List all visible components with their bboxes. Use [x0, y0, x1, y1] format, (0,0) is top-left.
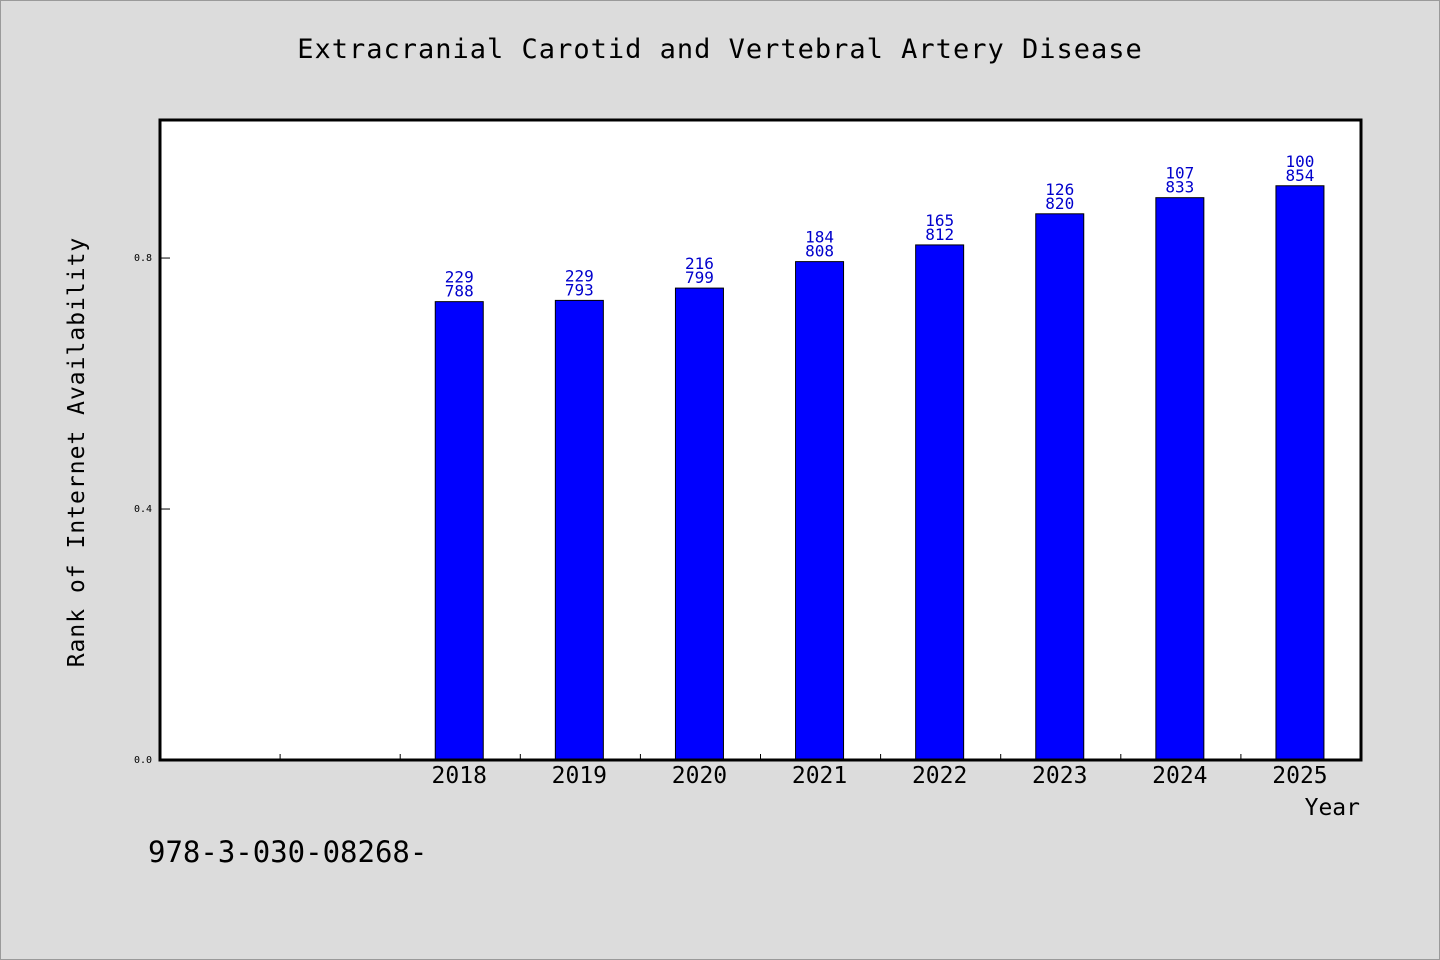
data-label-top: 184 — [805, 228, 834, 247]
data-label-top: 229 — [445, 268, 474, 287]
bar-2021 — [795, 261, 845, 761]
data-label-top: 126 — [1045, 180, 1074, 199]
y-tick-label: 0.0 — [134, 755, 152, 766]
data-label-bottom: 833 — [1165, 178, 1194, 197]
x-tick-label: 2019 — [552, 763, 607, 789]
y-tick-label: 0.8 — [134, 253, 152, 264]
bar-2024 — [1155, 197, 1205, 761]
footer-code: 978-3-030-08268- — [148, 835, 428, 869]
data-label-bottom: 808 — [805, 242, 834, 261]
plot-border — [158, 118, 1363, 762]
data-label-top: 216 — [685, 254, 714, 273]
bar-2023 — [1035, 213, 1085, 761]
data-label-bottom: 793 — [565, 280, 594, 299]
x-axis-label: Year — [1304, 795, 1360, 821]
bar-2022 — [915, 244, 965, 761]
chart-title: Extracranial Carotid and Vertebral Arter… — [297, 34, 1143, 65]
data-label-bottom: 812 — [925, 225, 954, 244]
data-label-bottom: 854 — [1285, 166, 1314, 185]
x-tick-label: 2025 — [1272, 763, 1327, 789]
x-tick-label: 2022 — [912, 763, 967, 789]
x-tick-label: 2020 — [672, 763, 727, 789]
data-label-top: 165 — [925, 211, 954, 230]
x-tick-label: 2021 — [792, 763, 847, 789]
bar-2018 — [434, 301, 484, 761]
bar-2025 — [1275, 185, 1325, 761]
x-tick-label: 2023 — [1032, 763, 1087, 789]
x-tick-label: 2024 — [1152, 763, 1207, 789]
data-label-bottom: 799 — [685, 268, 714, 287]
bar-2019 — [554, 299, 604, 761]
data-label-top: 107 — [1165, 164, 1194, 183]
x-tick-label: 2018 — [432, 763, 487, 789]
y-tick-label: 0.4 — [134, 504, 152, 515]
data-label-top: 229 — [565, 266, 594, 285]
bar-2020 — [674, 287, 724, 761]
data-label-bottom: 820 — [1045, 194, 1074, 213]
data-label-top: 100 — [1285, 152, 1314, 171]
data-label-bottom: 788 — [445, 282, 474, 301]
